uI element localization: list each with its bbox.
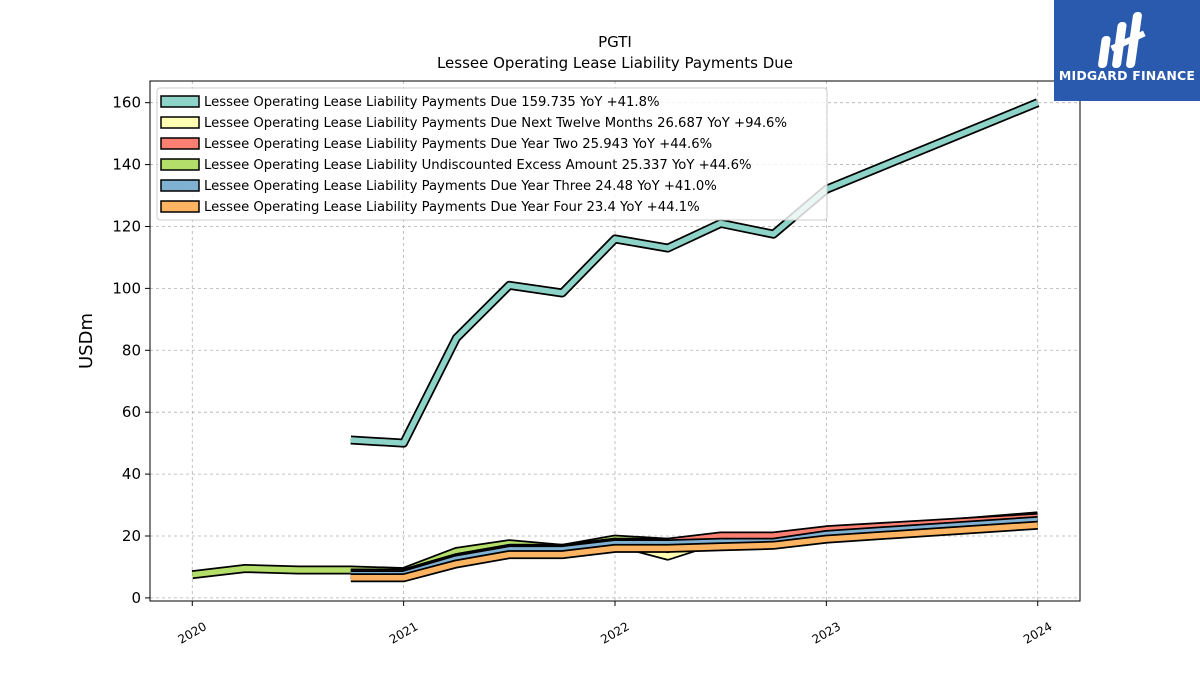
y-tick-label: 120 — [112, 217, 141, 235]
x-tick-label: 2022 — [598, 619, 631, 646]
x-tick-label: 2020 — [176, 619, 209, 646]
legend: Lessee Operating Lease Liability Payment… — [156, 87, 828, 221]
legend-swatch — [160, 137, 200, 150]
y-tick-label: 80 — [122, 341, 141, 359]
brand-logo: MIDGARD FINANCE — [1054, 0, 1200, 101]
legend-swatch — [160, 179, 200, 192]
x-tick-label: 2024 — [1021, 619, 1054, 646]
legend-swatch — [160, 200, 200, 213]
x-tick-label: 2023 — [810, 619, 843, 646]
legend-box — [156, 87, 828, 221]
legend-swatch — [160, 116, 200, 129]
y-tick-label: 140 — [112, 156, 141, 174]
chart-title: PGTI — [598, 33, 632, 51]
y-tick-label: 20 — [122, 527, 141, 545]
midgard-logo-icon — [1098, 12, 1146, 68]
y-tick-label: 160 — [112, 94, 141, 112]
y-tick-label: 60 — [122, 403, 141, 421]
legend-entry: Lessee Operating Lease Liability Payment… — [204, 116, 787, 131]
y-tick-label: 0 — [131, 589, 141, 607]
brand-name: MIDGARD FINANCE — [1058, 68, 1196, 83]
chart-subtitle: Lessee Operating Lease Liability Payment… — [437, 54, 793, 72]
series-line-5 — [350, 522, 1038, 581]
legend-entry: Lessee Operating Lease Liability Undisco… — [204, 158, 752, 173]
x-tick-label: 2021 — [387, 619, 420, 646]
y-axis-label: USDm — [76, 313, 97, 369]
legend-swatch — [160, 95, 200, 108]
y-tick-label: 40 — [122, 465, 141, 483]
y-tick-label: 100 — [112, 279, 141, 297]
legend-entry: Lessee Operating Lease Liability Payment… — [204, 95, 660, 110]
legend-entry: Lessee Operating Lease Liability Payment… — [204, 200, 700, 215]
legend-swatch — [160, 158, 200, 171]
legend-entry: Lessee Operating Lease Liability Payment… — [204, 137, 712, 152]
legend-entry: Lessee Operating Lease Liability Payment… — [204, 179, 717, 194]
